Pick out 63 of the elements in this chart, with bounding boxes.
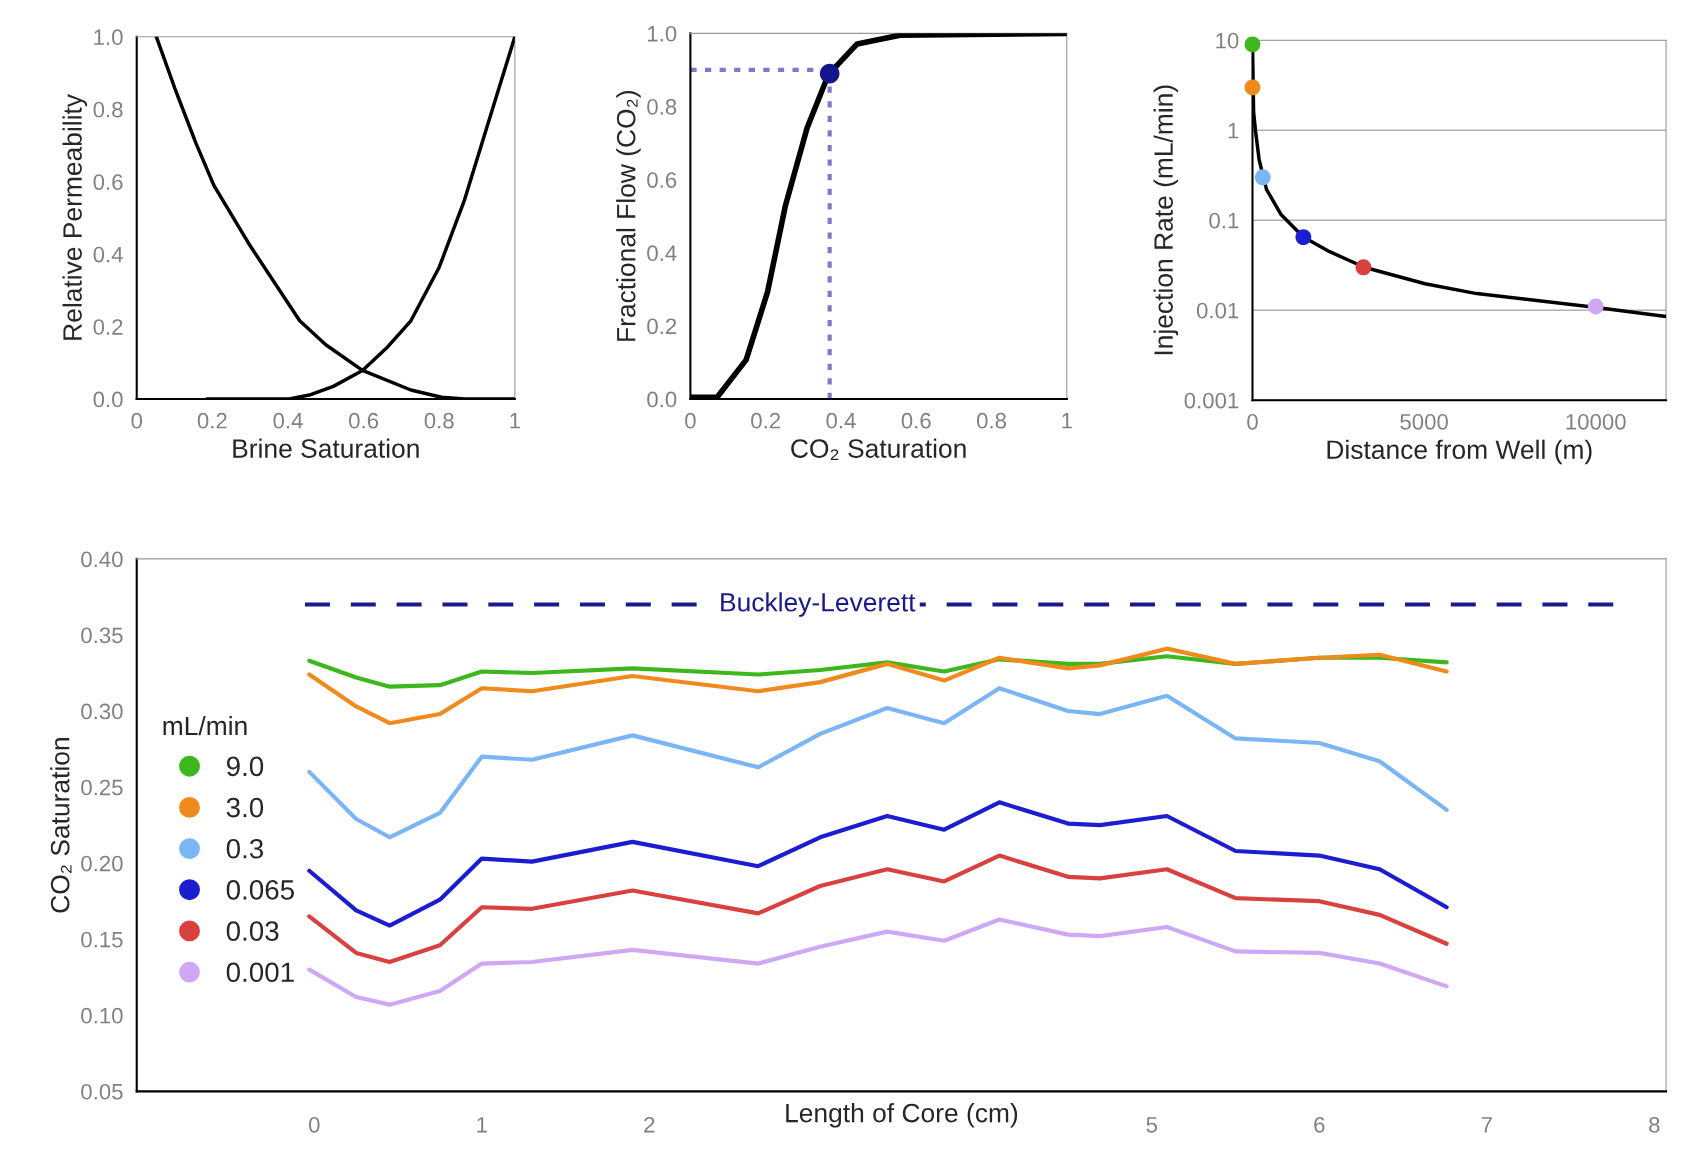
x-tick-label: 0.6: [349, 412, 379, 429]
x-tick-label: 1: [477, 1117, 487, 1133]
legend-label: 0.001: [226, 962, 294, 983]
x-tick-label: 0: [308, 1116, 320, 1133]
y-tick-label: 0.6: [647, 172, 677, 188]
y-tick-label: 0.6: [93, 174, 123, 190]
legend-title: mL/min: [163, 715, 247, 736]
y-tick-label: 0.2: [647, 318, 677, 335]
y-tick-label: 0.05: [81, 1083, 123, 1100]
ref-line-label: Buckley-Leverett: [721, 592, 916, 617]
x-tick-label: 0.8: [976, 412, 1007, 429]
x-axis-title: Brine Saturation: [233, 438, 419, 458]
y-tick-label: 0.0: [93, 391, 123, 408]
y-tick-label: 0.15: [81, 931, 123, 948]
y-tick-label: 10: [1216, 32, 1239, 49]
legend-label: 0.3: [226, 838, 264, 859]
x-tick-label: 0: [1247, 413, 1258, 430]
x-axis-title: CO₂ Saturation: [791, 438, 966, 460]
y-tick-label: 0.4: [93, 246, 123, 263]
y-tick-label: 0.25: [81, 779, 123, 796]
x-axis-title: Length of Core (cm): [786, 1103, 1018, 1128]
x-tick-label: 5: [1146, 1117, 1158, 1133]
x-tick-label: 0.2: [197, 412, 227, 429]
y-tick-label: 1.0: [94, 29, 123, 46]
y-tick-label: 0.4: [647, 245, 677, 262]
y-tick-label: 0.2: [93, 319, 123, 335]
legend-label: 0.03: [226, 921, 279, 941]
x-tick-label: 8: [1649, 1116, 1660, 1133]
y-tick-label: 0.1: [1209, 212, 1239, 229]
y-axis-title: Relative Permeability: [62, 94, 88, 340]
y-tick-label: 0.10: [81, 1007, 123, 1024]
y-tick-label: 1.0: [648, 25, 677, 42]
y-tick-label: 0.20: [81, 855, 123, 872]
y-tick-label: 0.8: [647, 99, 677, 115]
x-tick-label: 5000: [1400, 413, 1448, 430]
y-tick-label: 0.8: [93, 101, 123, 118]
x-tick-label: 1: [1062, 413, 1072, 429]
y-tick-label: 1: [1228, 123, 1239, 139]
x-tick-label: 0: [685, 412, 696, 429]
x-tick-label: 1: [510, 413, 520, 429]
y-tick-label: 0.35: [81, 627, 123, 644]
x-tick-label: 0.8: [424, 412, 454, 429]
x-tick-label: 10000: [1566, 413, 1626, 430]
x-axis-title: Distance from Well (m): [1327, 439, 1592, 465]
x-tick-label: 0.6: [901, 412, 931, 429]
x-tick-label: 0.4: [826, 412, 856, 429]
x-tick-label: 0.2: [751, 412, 781, 429]
y-tick-label: 0.30: [81, 703, 123, 720]
legend-label: 9.0: [226, 756, 264, 777]
x-tick-label: 0.4: [273, 412, 303, 429]
legend-label: 3.0: [226, 797, 264, 818]
y-axis-title: Injection Rate (mL/min): [1153, 85, 1179, 355]
x-tick-label: 7: [1481, 1117, 1492, 1133]
y-tick-label: 0.0: [647, 391, 677, 408]
legend-label: 0.065: [226, 880, 294, 900]
y-axis-title: Fractional Flow (CO₂): [616, 91, 641, 341]
y-tick-label: 0.40: [81, 551, 123, 568]
x-tick-label: 6: [1314, 1116, 1325, 1133]
x-tick-label: 2: [644, 1116, 655, 1133]
y-axis-title: CO₂ Saturation: [50, 738, 72, 913]
y-tick-label: 0.01: [1196, 302, 1239, 319]
y-tick-label: 0.001: [1184, 392, 1239, 409]
x-tick-label: 0: [131, 412, 143, 429]
